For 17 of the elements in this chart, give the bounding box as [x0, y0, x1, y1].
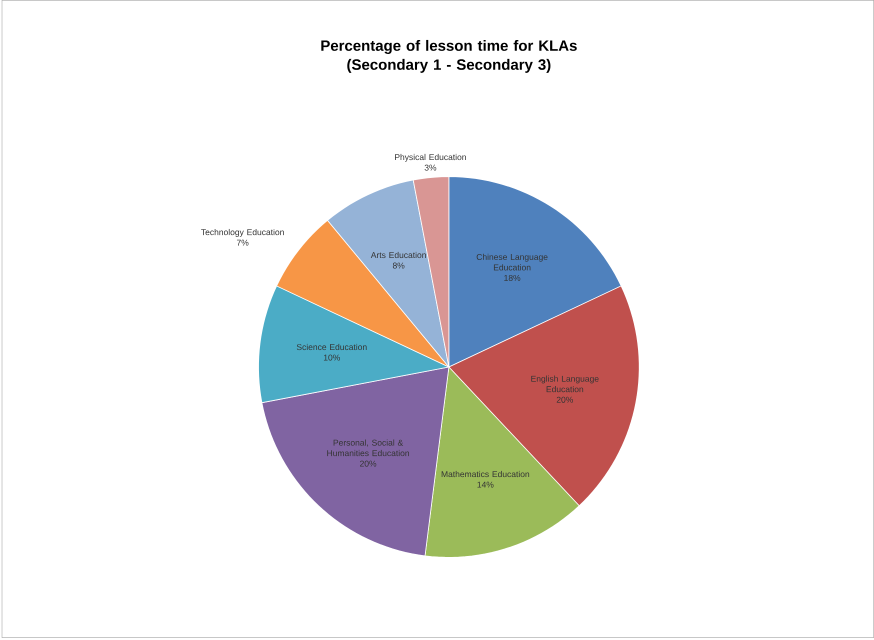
slice-label: Mathematics Education: [442, 471, 530, 478]
data-label: 3%: [424, 164, 436, 171]
chart-title: Percentage of lesson time for KLAs (Secondary 1 - Secondary 3): [321, 40, 577, 74]
slice-label: Physical Education: [395, 154, 466, 162]
slice-label: Personal, Social & Humanities Education: [327, 440, 410, 456]
slice-label: Chinese Language Education: [476, 254, 548, 271]
data-label: 14%: [478, 482, 494, 488]
slice-label: English Language Education: [531, 376, 599, 392]
data-label: 20%: [360, 460, 376, 467]
data-label: 10%: [324, 354, 340, 361]
slice-label: Science Education: [296, 344, 367, 350]
data-label: 20%: [556, 396, 574, 403]
data-label: 18%: [504, 275, 520, 282]
slice-label: Arts Education: [370, 252, 426, 258]
data-label: 7%: [236, 240, 248, 246]
data-label: 8%: [392, 262, 404, 269]
slice-label: Technology Education: [201, 229, 284, 238]
